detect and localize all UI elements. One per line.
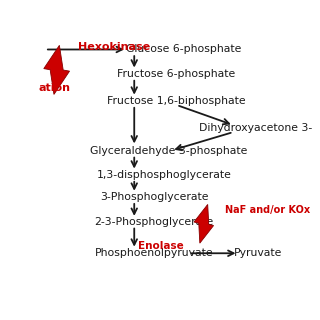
Text: Glyceraldehyde 3-phosphate: Glyceraldehyde 3-phosphate [90,146,248,156]
Text: 1,3-disphosphoglycerate: 1,3-disphosphoglycerate [97,170,231,180]
Text: Fructose 1,6-biphosphate: Fructose 1,6-biphosphate [107,96,246,106]
Text: 3-Phosphoglycerate: 3-Phosphoglycerate [100,192,208,202]
Text: Fructose 6-phosphate: Fructose 6-phosphate [117,69,236,79]
Text: Enolase: Enolase [138,241,184,251]
Text: Hexokinase: Hexokinase [78,42,151,52]
Polygon shape [44,45,69,94]
Text: NaF and/or KOx: NaF and/or KOx [225,205,310,215]
Text: Glucose 6-phosphate: Glucose 6-phosphate [126,44,242,54]
Text: Pyruvate: Pyruvate [234,248,283,258]
Polygon shape [194,204,213,243]
Text: 2-3-Phosphoglycerate: 2-3-Phosphoglycerate [94,217,214,227]
Text: Dihydroxyacetone 3-: Dihydroxyacetone 3- [199,123,312,133]
Text: Phosphoenolpyruvate: Phosphoenolpyruvate [95,248,213,258]
Text: ation: ation [39,83,71,93]
